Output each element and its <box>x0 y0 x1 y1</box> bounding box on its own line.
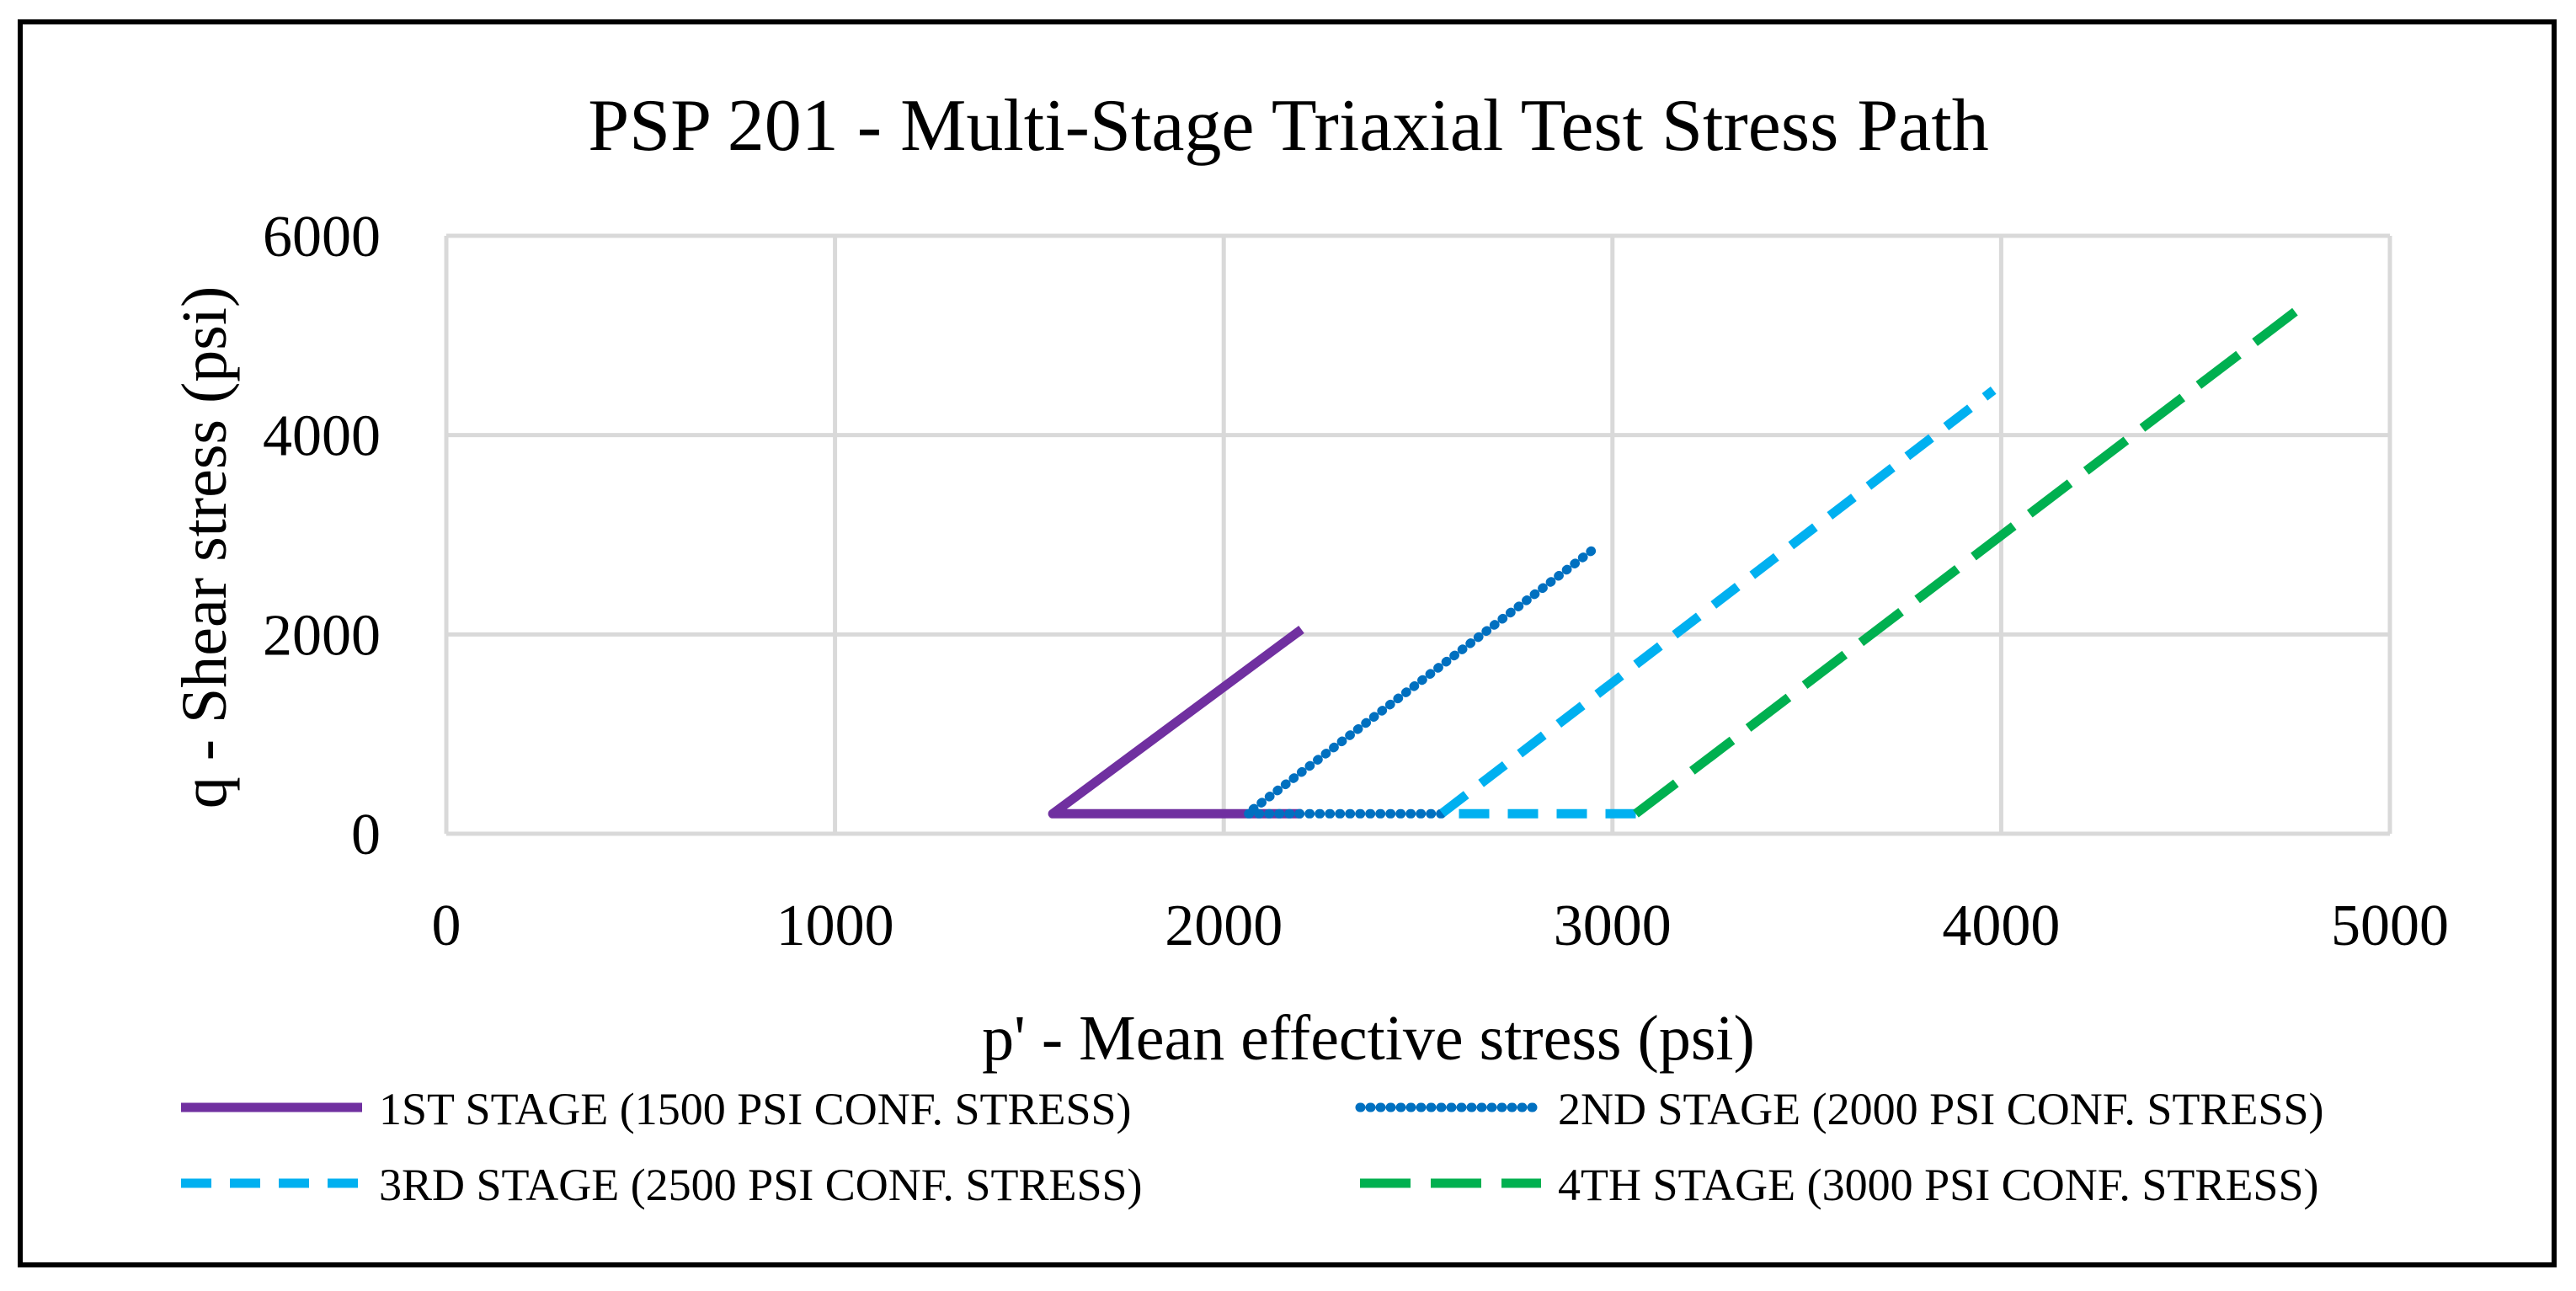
chart-title: PSP 201 - Multi-Stage Triaxial Test Stre… <box>588 85 1989 167</box>
legend-label-stage-1: 1ST STAGE (1500 PSI CONF. STRESS) <box>379 1084 1132 1134</box>
series-line-stage-3 <box>1437 387 1997 819</box>
grid-lines <box>444 233 2392 836</box>
y-axis-label: q - Shear stress (psi) <box>169 286 240 809</box>
legend-label-stage-4: 4TH STAGE (3000 PSI CONF. STRESS) <box>1558 1160 2318 1210</box>
series-line-stage-1 <box>1048 625 1304 819</box>
x-tick-label: 3000 <box>1554 894 1672 958</box>
x-axis-tick-labels: 0 1000 2000 3000 4000 5000 <box>432 894 2450 958</box>
x-tick-label: 1000 <box>776 894 894 958</box>
y-axis-tick-labels: 0 2000 4000 6000 <box>263 205 381 867</box>
x-tick-label: 0 <box>432 894 461 958</box>
series-line-stage-2 <box>1242 541 1602 819</box>
x-tick-label: 2000 <box>1165 894 1283 958</box>
y-tick-label: 4000 <box>263 404 381 469</box>
legend-label-stage-3: 3RD STAGE (2500 PSI CONF. STRESS) <box>379 1160 1143 1210</box>
x-tick-label: 5000 <box>2331 894 2449 958</box>
y-tick-label: 2000 <box>263 603 381 668</box>
legend: 1ST STAGE (1500 PSI CONF. STRESS) 2ND STA… <box>181 1084 2323 1210</box>
x-axis-label: p' - Mean effective stress (psi) <box>982 1003 1755 1074</box>
y-tick-label: 6000 <box>263 205 381 269</box>
series-lines <box>1048 307 2300 819</box>
legend-label-stage-2: 2ND STAGE (2000 PSI CONF. STRESS) <box>1558 1084 2323 1134</box>
x-tick-label: 4000 <box>1942 894 2060 958</box>
y-tick-label: 0 <box>351 803 381 867</box>
